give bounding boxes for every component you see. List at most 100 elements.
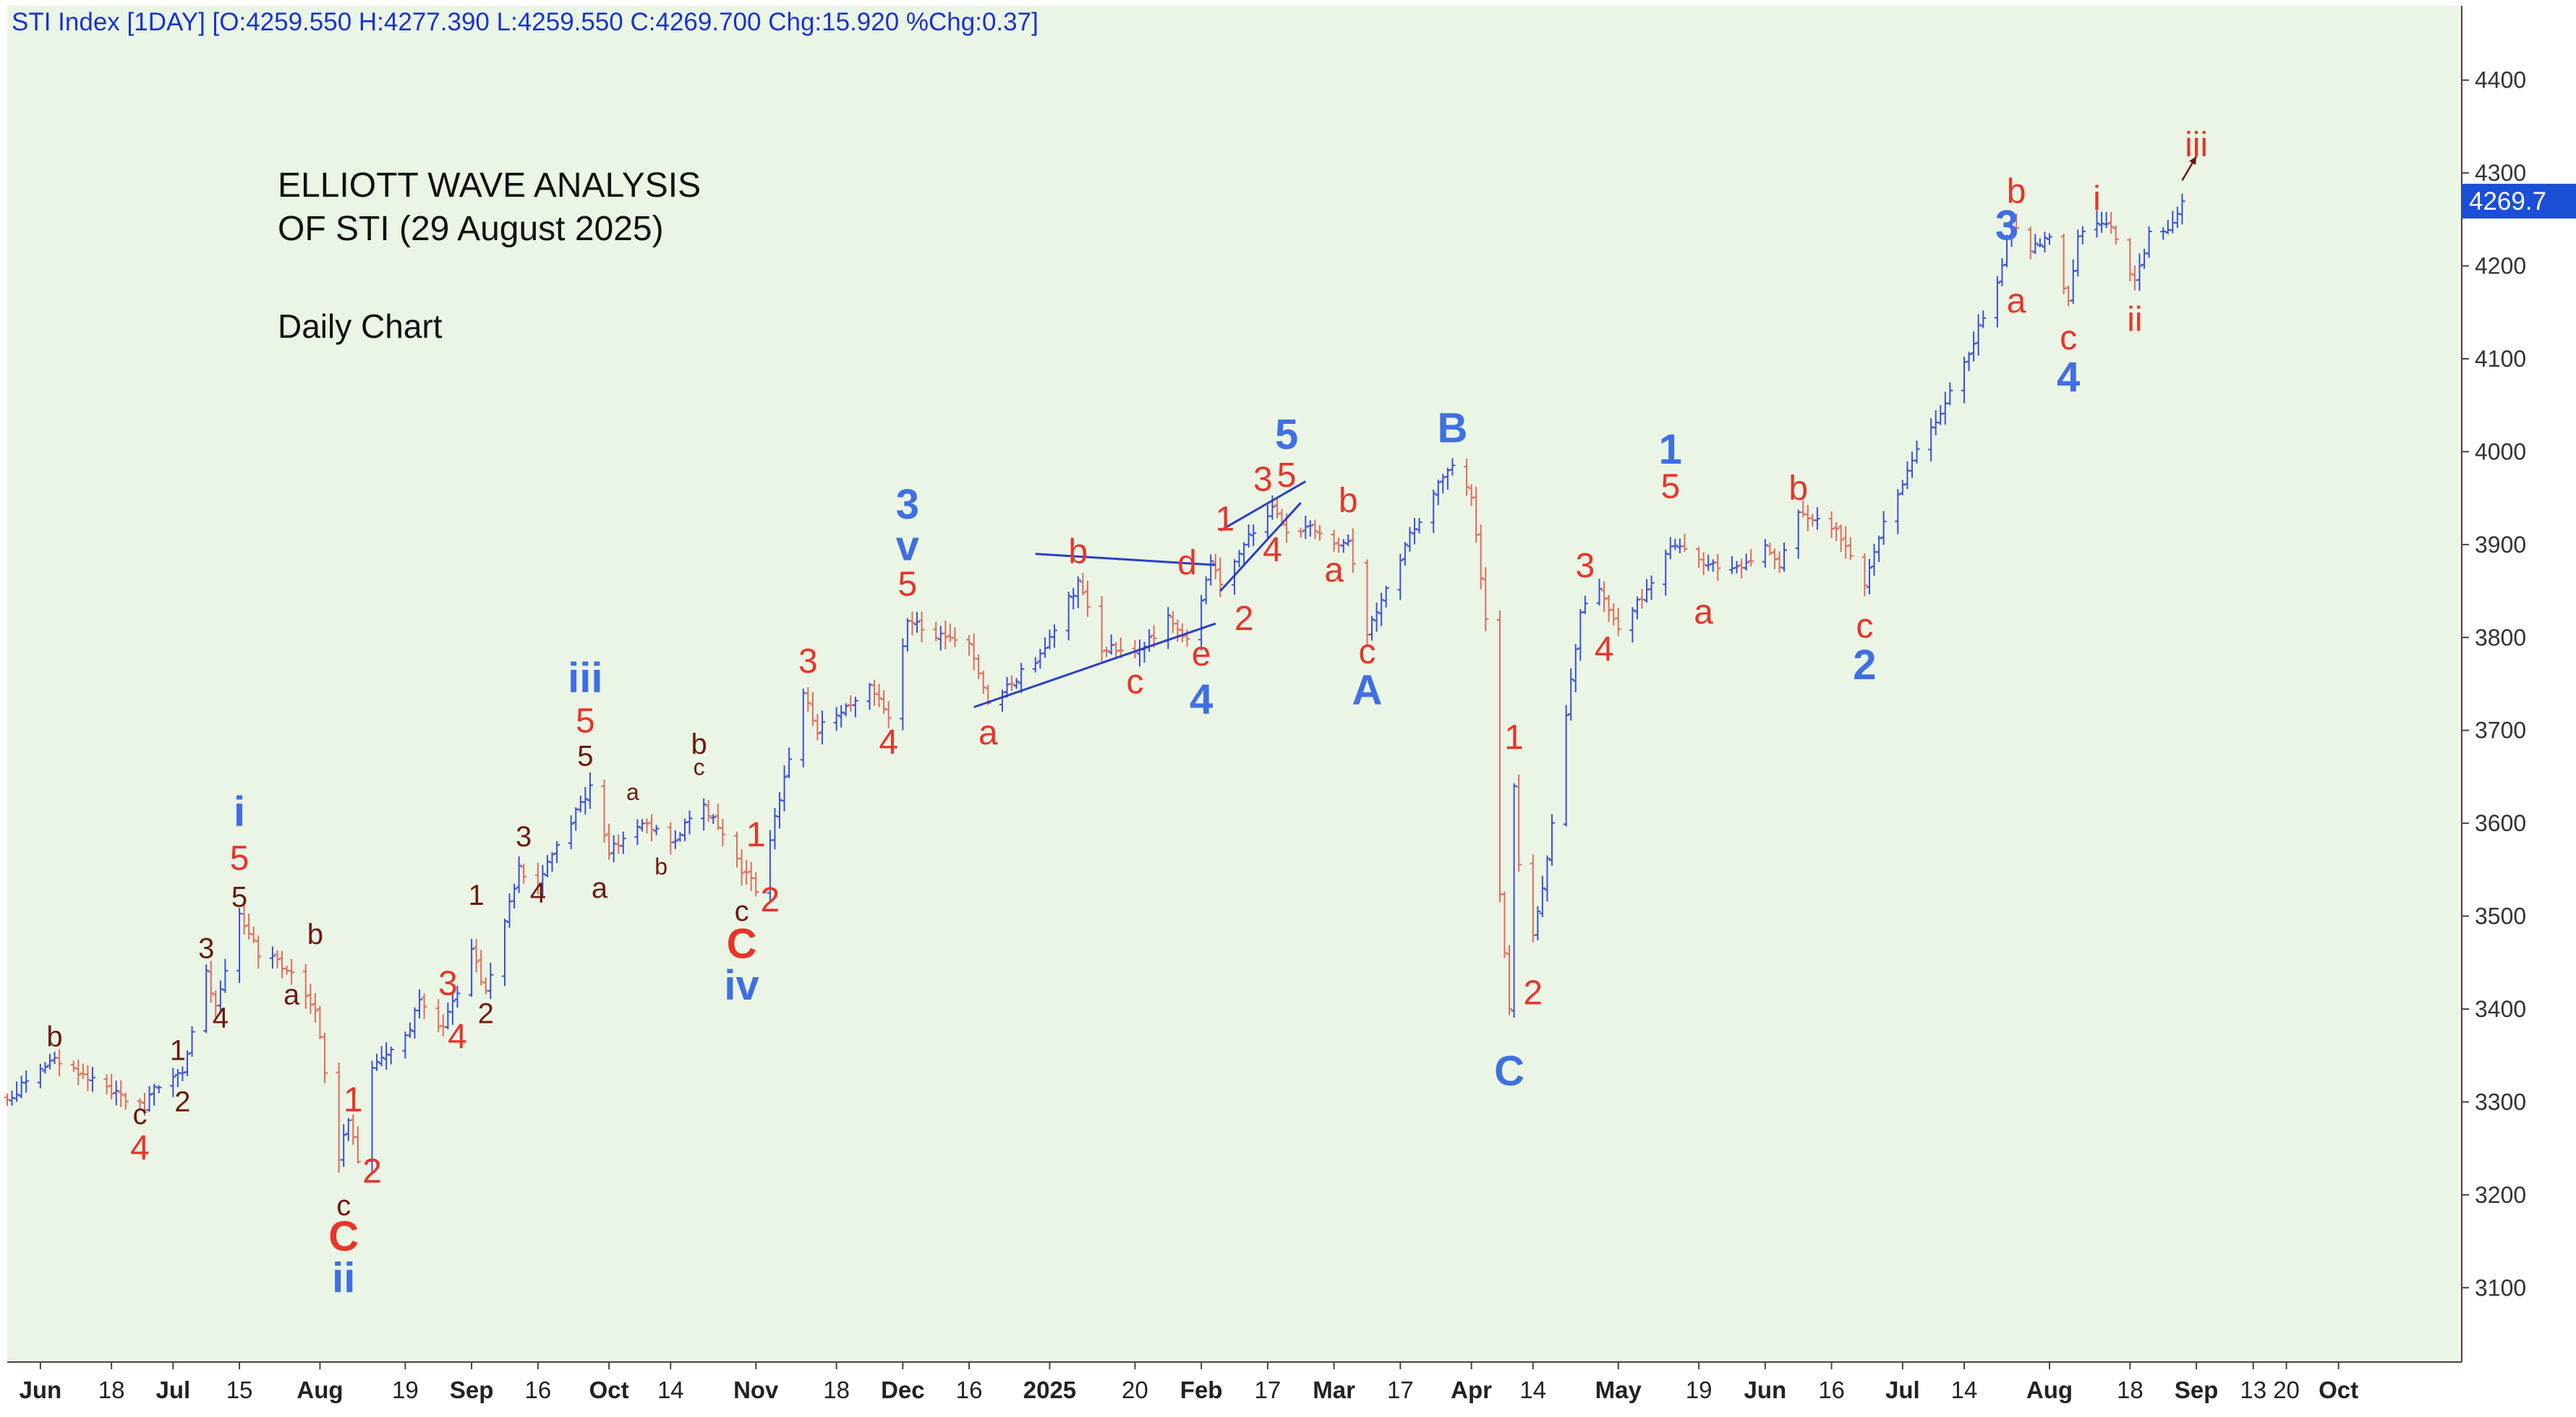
time-tick-label: Dec	[881, 1376, 925, 1403]
price-bar	[42, 1062, 48, 1074]
wave-label: a	[978, 714, 998, 752]
price-bar	[1548, 814, 1555, 866]
price-bar	[1776, 551, 1783, 574]
price-bar	[1681, 533, 1688, 552]
price-bar	[1975, 314, 1982, 356]
plot-area[interactable]	[7, 6, 2462, 1362]
projection-arrowhead	[2189, 156, 2197, 166]
price-bar	[46, 1053, 53, 1070]
wave-label: 4	[1190, 676, 1213, 723]
wave-label: 5	[577, 741, 593, 773]
wave-label: 4	[1263, 531, 1282, 569]
price-bar	[341, 1124, 347, 1167]
time-tick-label: Nov	[733, 1376, 779, 1403]
wave-label: v	[896, 523, 919, 570]
price-bar	[814, 714, 821, 741]
wave-label: 5	[576, 702, 595, 740]
price-bar	[70, 1060, 77, 1072]
price-bar	[1601, 581, 1608, 612]
time-tick-label: 20	[1122, 1376, 1148, 1403]
price-bar	[56, 1049, 63, 1076]
price-bar	[250, 926, 257, 943]
price-bar	[653, 825, 660, 835]
time-tick-label: Aug	[2026, 1376, 2073, 1403]
analysis-title-line1: ELLIOTT WAVE ANALYSIS	[278, 166, 701, 205]
price-bar	[1501, 891, 1508, 958]
price-bar	[1297, 527, 1304, 538]
price-bar	[539, 864, 546, 897]
price-bar	[388, 1046, 394, 1065]
time-tick-label: Oct	[2319, 1376, 2358, 1403]
price-bar	[1980, 310, 1987, 328]
price-bar	[843, 703, 849, 717]
price-bar	[445, 1003, 451, 1029]
price-bar	[833, 707, 840, 731]
wave-label: a	[626, 779, 639, 805]
price-bar	[620, 831, 626, 854]
price-bar	[1572, 644, 1579, 693]
time-tick-label: Sep	[450, 1376, 494, 1403]
price-bar	[1477, 524, 1484, 590]
wave-label: b	[46, 1021, 62, 1052]
wave-label: 2	[1853, 642, 1876, 689]
price-bar	[914, 612, 921, 633]
wave-label: a	[1694, 593, 1713, 631]
time-tick-label: 14	[1951, 1376, 1978, 1403]
time-tick-label: 13	[2240, 1376, 2266, 1403]
wave-label: 1	[1659, 426, 1682, 473]
price-bar	[1397, 553, 1404, 600]
price-bar	[1383, 585, 1389, 608]
price-bar	[1378, 592, 1385, 626]
wave-label: b	[307, 919, 323, 950]
wave-label: 4	[879, 723, 898, 762]
wave-label: c	[2060, 319, 2077, 357]
price-bar	[1052, 624, 1058, 648]
price-bar	[705, 800, 712, 822]
price-bar	[2179, 193, 2185, 225]
price-bar	[2008, 213, 2015, 247]
price-tick-label: 4000	[2475, 438, 2526, 464]
price-bar	[1634, 596, 1640, 620]
wave-label: 1	[1216, 501, 1235, 539]
price-tick-label: 4200	[2475, 253, 2526, 279]
price-bar	[1369, 616, 1376, 641]
wave-label: 2	[362, 1152, 382, 1191]
price-bar	[1629, 607, 1636, 643]
price-bar	[1208, 554, 1214, 586]
wave-label: c	[1126, 663, 1143, 701]
price-bar	[151, 1084, 158, 1106]
chart-timeframe-label: Daily Chart	[278, 307, 443, 345]
trendline	[973, 622, 1216, 709]
price-bar	[1084, 580, 1091, 617]
price-bar	[374, 1053, 380, 1071]
price-bar	[208, 961, 214, 1003]
price-bar	[1032, 657, 1038, 673]
price-bar	[2037, 238, 2043, 247]
price-bar	[549, 851, 555, 872]
price-bar	[686, 810, 693, 835]
price-bar	[108, 1073, 115, 1099]
price-bar	[1316, 524, 1323, 541]
price-bar	[582, 786, 589, 814]
price-bar	[1843, 526, 1849, 559]
wave-label: 2	[1234, 600, 1254, 638]
time-tick-label: Aug	[297, 1376, 343, 1403]
time-tick-label: 19	[1686, 1376, 1713, 1403]
price-bar	[677, 832, 683, 842]
price-bar	[1307, 520, 1313, 537]
price-bar	[406, 1022, 413, 1038]
price-bar	[918, 611, 925, 643]
price-bar	[274, 950, 281, 969]
price-tick-label: 3400	[2475, 996, 2526, 1022]
wave-label: c	[336, 1190, 351, 1222]
price-bar	[1866, 558, 1872, 595]
wave-label: e	[1192, 635, 1211, 673]
time-tick-label: 19	[392, 1376, 419, 1403]
time-tick-label: 14	[657, 1376, 684, 1403]
trendlines	[973, 156, 2198, 709]
price-bar	[2013, 213, 2020, 231]
price-bar	[421, 993, 427, 1020]
price-bar	[942, 621, 949, 650]
wave-label: 3	[198, 932, 214, 964]
wave-label: 4	[2057, 354, 2080, 401]
